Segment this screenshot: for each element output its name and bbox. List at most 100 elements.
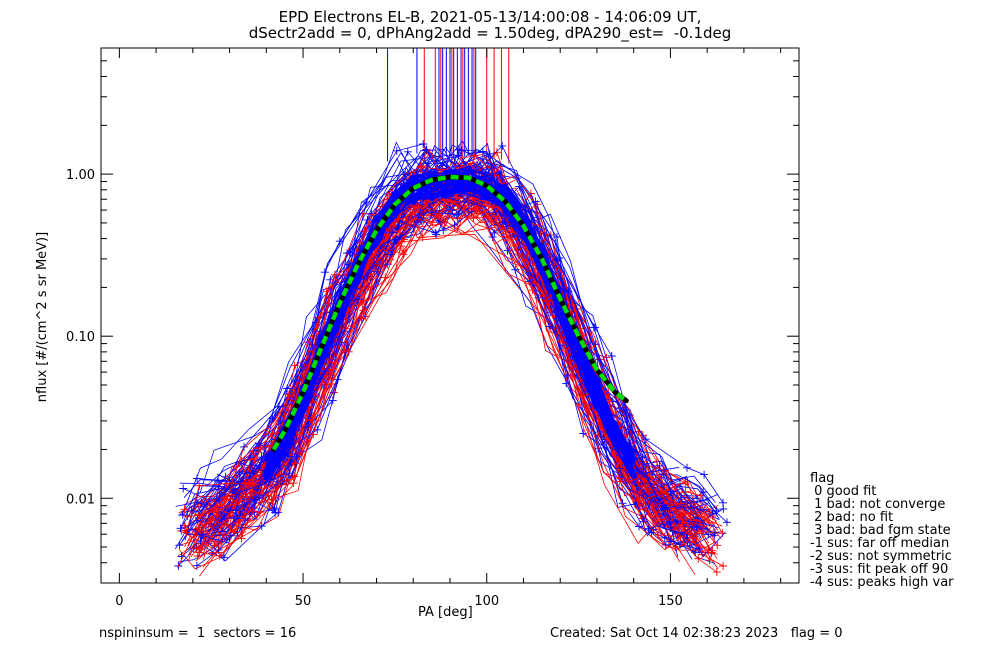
data-point bbox=[607, 352, 616, 360]
data-point bbox=[290, 361, 299, 370]
data-point bbox=[589, 323, 598, 332]
data-point bbox=[335, 237, 344, 246]
data-point bbox=[282, 476, 291, 484]
data-point bbox=[235, 511, 244, 519]
data-point bbox=[719, 498, 727, 507]
data-point bbox=[176, 524, 185, 533]
data-point bbox=[256, 444, 265, 453]
data-point bbox=[708, 546, 717, 555]
legend-item: 1 bad: not converge bbox=[810, 497, 946, 512]
data-point bbox=[661, 486, 670, 495]
data-point bbox=[641, 435, 650, 444]
spectrum-line bbox=[210, 189, 688, 546]
data-point bbox=[182, 528, 191, 537]
data-point bbox=[274, 508, 283, 517]
data-point bbox=[696, 491, 705, 500]
data-point bbox=[431, 228, 440, 237]
data-point bbox=[723, 518, 731, 527]
data-point bbox=[309, 430, 318, 439]
data-point bbox=[704, 546, 713, 555]
x-tick-label: 0 bbox=[115, 594, 123, 609]
data-point bbox=[399, 246, 407, 255]
data-point bbox=[285, 469, 294, 478]
data-point bbox=[511, 265, 520, 274]
data-point bbox=[699, 496, 707, 505]
data-point bbox=[707, 548, 716, 557]
data-point bbox=[678, 518, 687, 527]
data-point bbox=[616, 474, 625, 483]
data-point bbox=[249, 507, 258, 516]
data-point bbox=[290, 472, 299, 481]
data-point bbox=[439, 226, 448, 235]
data-point bbox=[502, 222, 511, 231]
legend-item: 2 bad: no fit bbox=[810, 510, 894, 525]
y-tick-label: 0.01 bbox=[66, 492, 95, 507]
data-point bbox=[215, 551, 224, 560]
data-point bbox=[257, 522, 266, 530]
x-axis-label: PA [deg] bbox=[418, 605, 473, 620]
data-layer bbox=[174, 48, 731, 577]
data-point bbox=[700, 470, 709, 479]
legend-item: -2 sus: not symmetric bbox=[810, 549, 952, 564]
data-point bbox=[478, 147, 487, 156]
data-point bbox=[218, 515, 227, 524]
data-point bbox=[485, 149, 494, 158]
legend-item: -3 sus: fit peak off 90 bbox=[810, 562, 949, 577]
y-axis-label: nflux [#/(cm^2 s sr MeV)] bbox=[35, 231, 50, 403]
data-point bbox=[180, 505, 189, 514]
data-point bbox=[694, 554, 703, 563]
data-point bbox=[498, 141, 507, 150]
data-point bbox=[344, 347, 353, 356]
data-point bbox=[255, 508, 264, 517]
data-point bbox=[354, 295, 363, 304]
data-point bbox=[322, 287, 331, 296]
data-point bbox=[639, 469, 647, 478]
x-tick-label: 50 bbox=[295, 594, 312, 609]
y-tick-label: 1.00 bbox=[66, 168, 95, 183]
data-point bbox=[359, 306, 368, 315]
data-point bbox=[326, 371, 335, 380]
data-point bbox=[452, 210, 461, 219]
data-point bbox=[175, 541, 184, 550]
data-point bbox=[267, 496, 276, 504]
spectrum-line bbox=[184, 202, 693, 560]
data-point bbox=[719, 562, 728, 570]
spectrum-line bbox=[184, 176, 700, 551]
data-point bbox=[432, 230, 441, 239]
data-point bbox=[226, 523, 235, 532]
legend-item: 0 good fit bbox=[810, 484, 877, 499]
data-point bbox=[602, 443, 611, 452]
data-point bbox=[635, 497, 644, 506]
data-point bbox=[438, 161, 447, 170]
data-point bbox=[710, 531, 719, 540]
data-point bbox=[661, 504, 670, 513]
data-point bbox=[490, 228, 499, 237]
data-point bbox=[386, 255, 394, 264]
data-point bbox=[545, 322, 554, 331]
spectrum-line bbox=[175, 155, 697, 519]
legend-item: -1 sus: far off median bbox=[810, 536, 950, 551]
data-point bbox=[704, 530, 713, 539]
data-point bbox=[712, 568, 721, 577]
data-point bbox=[615, 464, 624, 473]
data-point bbox=[360, 227, 369, 235]
spectrum-line bbox=[199, 196, 710, 561]
legend-title: flag bbox=[810, 471, 835, 486]
spectrum-line bbox=[181, 190, 697, 557]
data-point bbox=[207, 515, 216, 524]
data-point bbox=[197, 530, 206, 539]
data-point bbox=[403, 147, 412, 156]
data-point bbox=[457, 146, 466, 155]
data-point bbox=[340, 346, 349, 355]
data-point bbox=[183, 512, 192, 520]
data-point bbox=[289, 479, 298, 488]
data-point bbox=[492, 148, 501, 157]
data-point bbox=[531, 197, 540, 206]
data-point bbox=[327, 380, 336, 389]
data-point bbox=[331, 270, 339, 279]
data-point bbox=[718, 529, 727, 538]
data-point bbox=[238, 528, 246, 537]
data-point bbox=[693, 522, 702, 531]
data-point bbox=[555, 254, 564, 262]
